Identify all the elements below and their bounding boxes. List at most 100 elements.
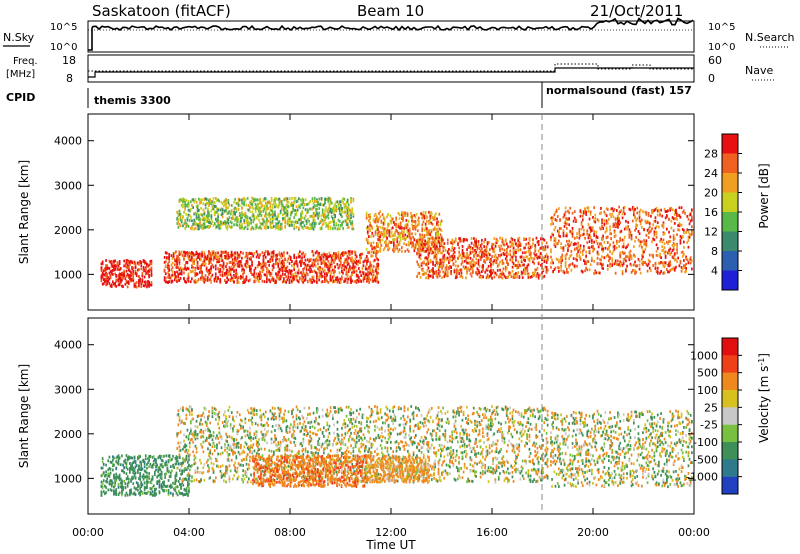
echo-cell xyxy=(366,255,368,258)
echo-cell xyxy=(313,222,316,225)
echo-cell xyxy=(338,202,341,205)
echo-cell xyxy=(243,227,246,230)
echo-cell xyxy=(203,223,206,227)
echo-cell xyxy=(336,200,339,204)
echo-cell xyxy=(245,215,248,218)
echo-cell xyxy=(324,197,326,201)
echo-cell xyxy=(386,231,388,235)
echo-cell xyxy=(289,275,292,279)
echo-cell xyxy=(143,284,146,288)
echo-cell xyxy=(209,278,211,282)
echo-cell xyxy=(687,245,690,249)
echo-cell xyxy=(576,253,578,257)
echo-cell xyxy=(179,215,182,219)
echo-cell xyxy=(215,211,217,214)
echo-cell xyxy=(346,208,349,212)
echo-cell xyxy=(351,256,353,260)
echo-cell xyxy=(377,238,379,241)
echo-cell xyxy=(481,253,483,257)
echo-cell xyxy=(527,241,530,245)
echo-cell xyxy=(432,263,434,266)
echo-cell xyxy=(254,206,257,210)
echo-cell xyxy=(545,266,548,269)
echo-cell xyxy=(324,217,326,221)
nsky-trace xyxy=(88,17,694,51)
echo-cell xyxy=(601,263,603,267)
echo-cell xyxy=(262,209,265,213)
echo-cell xyxy=(469,247,472,251)
echo-cell xyxy=(227,278,230,282)
echo-cell xyxy=(233,200,235,204)
echo-cell xyxy=(318,268,320,271)
echo-cell xyxy=(244,198,247,202)
echo-cell xyxy=(395,216,397,220)
echo-cell xyxy=(113,282,115,286)
echo-cell xyxy=(366,273,368,276)
echo-cell xyxy=(281,269,284,273)
echo-cell xyxy=(617,217,619,220)
echo-cell xyxy=(117,264,120,268)
echo-cell xyxy=(685,231,687,234)
echo-cell xyxy=(441,239,443,243)
echo-cell xyxy=(101,273,104,276)
echo-cell xyxy=(572,243,575,246)
echo-cell xyxy=(464,267,466,270)
echo-cell xyxy=(311,226,314,230)
freq-label-2: [MHz] xyxy=(6,69,35,80)
echo-cell xyxy=(166,251,168,255)
echo-cell xyxy=(209,260,211,264)
echo-cell xyxy=(231,258,234,262)
echo-cell xyxy=(314,264,317,268)
echo-cell xyxy=(677,213,679,217)
echo-cell xyxy=(246,224,249,227)
echo-cell xyxy=(350,281,352,284)
echo-cell xyxy=(413,220,416,223)
echo-cell xyxy=(311,250,314,253)
echo-cell xyxy=(327,227,330,231)
echo-cell xyxy=(669,207,672,211)
echo-cell xyxy=(625,259,627,263)
echo-cell xyxy=(259,277,261,280)
echo-cell xyxy=(545,253,548,256)
echo-cell xyxy=(589,227,592,231)
echo-cell xyxy=(489,270,491,273)
echo-cell xyxy=(281,254,284,257)
echo-cell xyxy=(252,218,255,222)
echo-cell xyxy=(621,212,624,216)
echo-cell xyxy=(234,276,236,280)
echo-cell xyxy=(226,252,228,255)
echo-cell xyxy=(376,276,378,279)
echo-cell xyxy=(351,227,354,231)
echo-cell xyxy=(374,258,376,262)
echo-cell xyxy=(193,280,195,283)
echo-cell xyxy=(344,277,347,281)
echo-cell xyxy=(119,280,122,283)
echo-cell xyxy=(105,274,107,277)
echo-cell xyxy=(225,205,227,209)
echo-cell xyxy=(578,248,581,252)
echo-cell xyxy=(312,201,315,205)
echo-cell xyxy=(671,208,674,212)
echo-cell xyxy=(459,275,462,278)
echo-cell xyxy=(437,236,439,240)
echo-cell xyxy=(307,208,309,212)
echo-cell xyxy=(300,259,302,263)
echo-cell xyxy=(452,248,455,252)
echo-cell xyxy=(256,253,259,257)
echo-cell xyxy=(287,220,290,224)
echo-cell xyxy=(343,210,346,214)
echo-cell xyxy=(204,255,207,259)
echo-cell xyxy=(229,226,232,230)
echo-cell xyxy=(566,270,568,274)
echo-cell xyxy=(194,271,197,275)
echo-cell xyxy=(402,234,404,237)
echo-cell xyxy=(647,262,650,266)
echo-cell xyxy=(226,227,229,231)
echo-cell xyxy=(370,224,372,228)
echo-cell xyxy=(598,258,601,261)
echo-cell xyxy=(475,243,477,247)
echo-cell xyxy=(179,198,182,201)
echo-cell xyxy=(652,264,654,267)
echo-cell xyxy=(140,285,143,288)
echo-cell xyxy=(193,260,195,263)
